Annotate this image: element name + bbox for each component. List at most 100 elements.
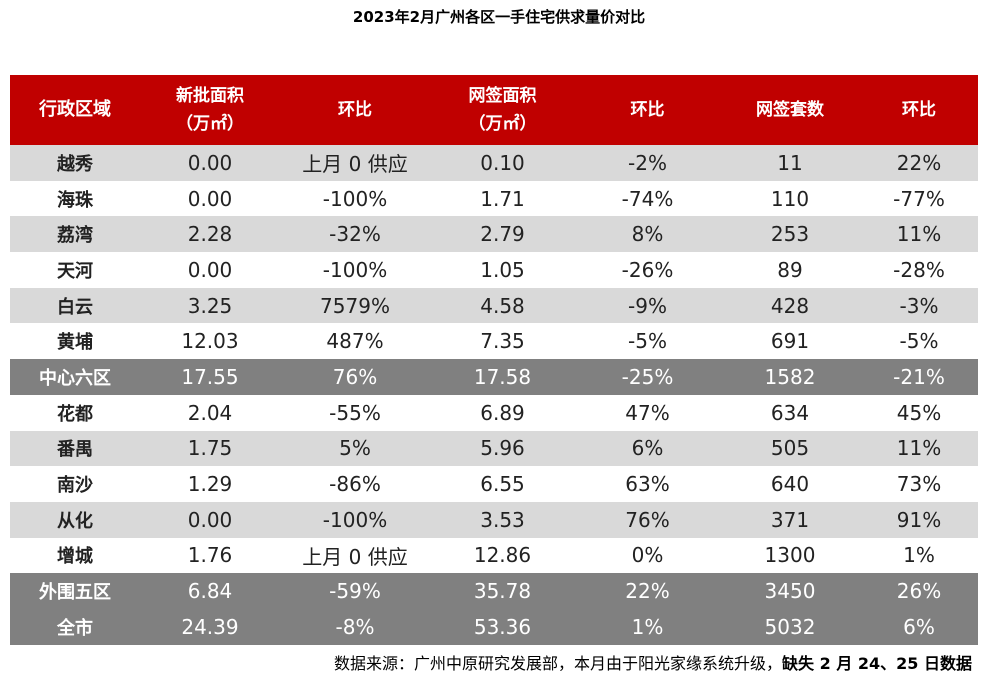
table-cell: 487%	[326, 329, 384, 354]
table-cell: 91%	[896, 507, 942, 532]
table-cell: 7.35	[480, 329, 525, 354]
table-cell: -77%	[893, 186, 945, 211]
table-cell: 24.39	[181, 614, 239, 639]
table-cell: -74%	[621, 186, 674, 211]
table-cell: 0.00	[187, 257, 233, 282]
table-row: 花都 2.04 -55% 6.89 47% 634 45%	[10, 395, 978, 431]
table-row: 外围五区 6.84 -59% 35.78 22% 3450 26%	[10, 573, 978, 609]
table-cell: 3.53	[480, 507, 525, 532]
table-cell: 1300	[764, 543, 816, 568]
table-cell: 白云	[57, 296, 93, 318]
table-cell: 0.10	[480, 150, 525, 175]
table-cell: -28%	[893, 257, 945, 282]
source: 数据来源：广州中原研究发展部，本月由于阳光家缘系统升级，	[334, 654, 783, 673]
table-cell: 8%	[631, 222, 664, 247]
table-cell: 26%	[896, 579, 942, 604]
table-cell: 5032	[764, 614, 816, 639]
table-cell: 外围五区	[39, 582, 111, 604]
table-row: 全市 24.39 -8% 53.36 1% 5032 6%	[10, 608, 978, 645]
table-cell: 5%	[339, 436, 371, 461]
table-cell: 253	[770, 222, 810, 247]
header-line: 环比	[630, 100, 665, 120]
table-cell: 12.86	[473, 543, 532, 568]
table-cell: 428	[770, 293, 810, 318]
table-cell: 越秀	[57, 153, 93, 175]
header-cell: 新批面积 （万㎡）	[140, 82, 280, 138]
table-cell: 5.96	[480, 436, 525, 461]
table-row: 南沙 1.29 -86% 6.55 63% 640 73%	[10, 466, 978, 502]
table: 行政区域 新批面积 （万㎡） 环比 网签面积 （万㎡） 环比 网签套数 环比 越秀 0.00 上月 0…	[10, 75, 978, 645]
table-cell: -100%	[322, 257, 388, 282]
table-cell: 11%	[896, 222, 942, 247]
table-cell: 中心六区	[39, 367, 111, 389]
table-cell: 上月 0 供应	[302, 152, 408, 177]
table-cell: -55%	[329, 400, 381, 425]
header-line: 网签套数	[756, 100, 824, 120]
header-line: 环比	[338, 100, 372, 120]
header-cell: 网签套数	[720, 96, 860, 124]
table-cell: 增城	[57, 546, 93, 568]
table-cell: 1%	[903, 543, 935, 568]
table-cell: 63%	[625, 472, 670, 497]
table-cell: 12.03	[181, 329, 239, 354]
table-cell: -86%	[329, 472, 381, 497]
table-cell: 6.55	[480, 472, 525, 497]
table-cell: 花都	[57, 403, 93, 425]
header-line: 环比	[902, 100, 936, 120]
footer: 数据来源：广州中原研究发展部，本月由于阳光家缘系统升级，缺失 2 月 24、25…	[334, 650, 972, 674]
table-cell: 1582	[764, 364, 816, 389]
table-cell: -3%	[899, 293, 939, 318]
table-cell: 6%	[631, 436, 664, 461]
table-cell: 番禺	[57, 439, 93, 461]
table-cell: 7579%	[320, 293, 390, 318]
table-cell: -8%	[335, 614, 375, 639]
table-cell: 黄埔	[57, 332, 93, 354]
table-cell: -25%	[621, 364, 674, 389]
table-cell: 6.89	[480, 400, 525, 425]
table-cell: 2.04	[187, 400, 233, 425]
table-title: 2023年2月广州各区一手住宅供求量价对比	[352, 8, 646, 26]
table-cell: -26%	[621, 257, 674, 282]
header-line: 新批面积	[176, 86, 244, 106]
table-cell: 1.05	[480, 257, 525, 282]
table-cell: 634	[770, 400, 810, 425]
table-cell: 3450	[764, 579, 816, 604]
table-row: 番禺 1.75 5% 5.96 6% 505 11%	[10, 430, 978, 467]
header-cell: 行政区域	[10, 96, 140, 124]
table-row: 白云 3.25 7579% 4.58 -9% 428 -3%	[10, 287, 978, 324]
table-cell: 1.75	[187, 436, 233, 461]
table-cell: 35.78	[473, 579, 532, 604]
note: 缺失 2 月 24、25 日数据	[782, 654, 972, 673]
table-cell: -5%	[628, 329, 667, 354]
table-cell: 2.28	[187, 222, 233, 247]
table-cell: 6%	[903, 614, 935, 639]
table-cell: 0.00	[187, 150, 233, 175]
table-cell: 1.76	[187, 543, 233, 568]
table-cell: 22%	[625, 579, 670, 604]
table-cell: 荔湾	[57, 225, 93, 247]
table-cell: -100%	[322, 507, 388, 532]
header-line: 行政区域	[39, 99, 111, 120]
table-cell: 0.00	[187, 507, 233, 532]
table-cell: 11	[777, 150, 803, 175]
table-cell: 2.79	[480, 222, 525, 247]
table-row: 荔湾 2.28 -32% 2.79 8% 253 11%	[10, 216, 978, 253]
table-cell: 4.58	[480, 293, 525, 318]
table-cell: 45%	[896, 400, 942, 425]
table-cell: 11%	[896, 436, 942, 461]
header-cell: 环比	[280, 96, 430, 124]
table-cell: 全市	[57, 617, 93, 639]
header-cell: 环比	[860, 96, 978, 124]
table-cell: 76%	[332, 364, 378, 389]
table-cell: 1.29	[187, 472, 233, 497]
table-cell: 天河	[57, 260, 93, 282]
table-cell: 22%	[896, 150, 942, 175]
table-cell: -21%	[893, 364, 945, 389]
table-row: 越秀 0.00 上月 0 供应 0.10 -2% 11 22%	[10, 145, 978, 181]
header-row: 行政区域 新批面积 （万㎡） 环比 网签面积 （万㎡） 环比 网签套数 环比	[10, 75, 978, 145]
table-cell: -2%	[628, 150, 667, 175]
table-cell: 89	[777, 257, 803, 282]
table-cell: -32%	[329, 222, 381, 247]
table-cell: 南沙	[57, 475, 93, 497]
table-cell: 691	[770, 329, 810, 354]
